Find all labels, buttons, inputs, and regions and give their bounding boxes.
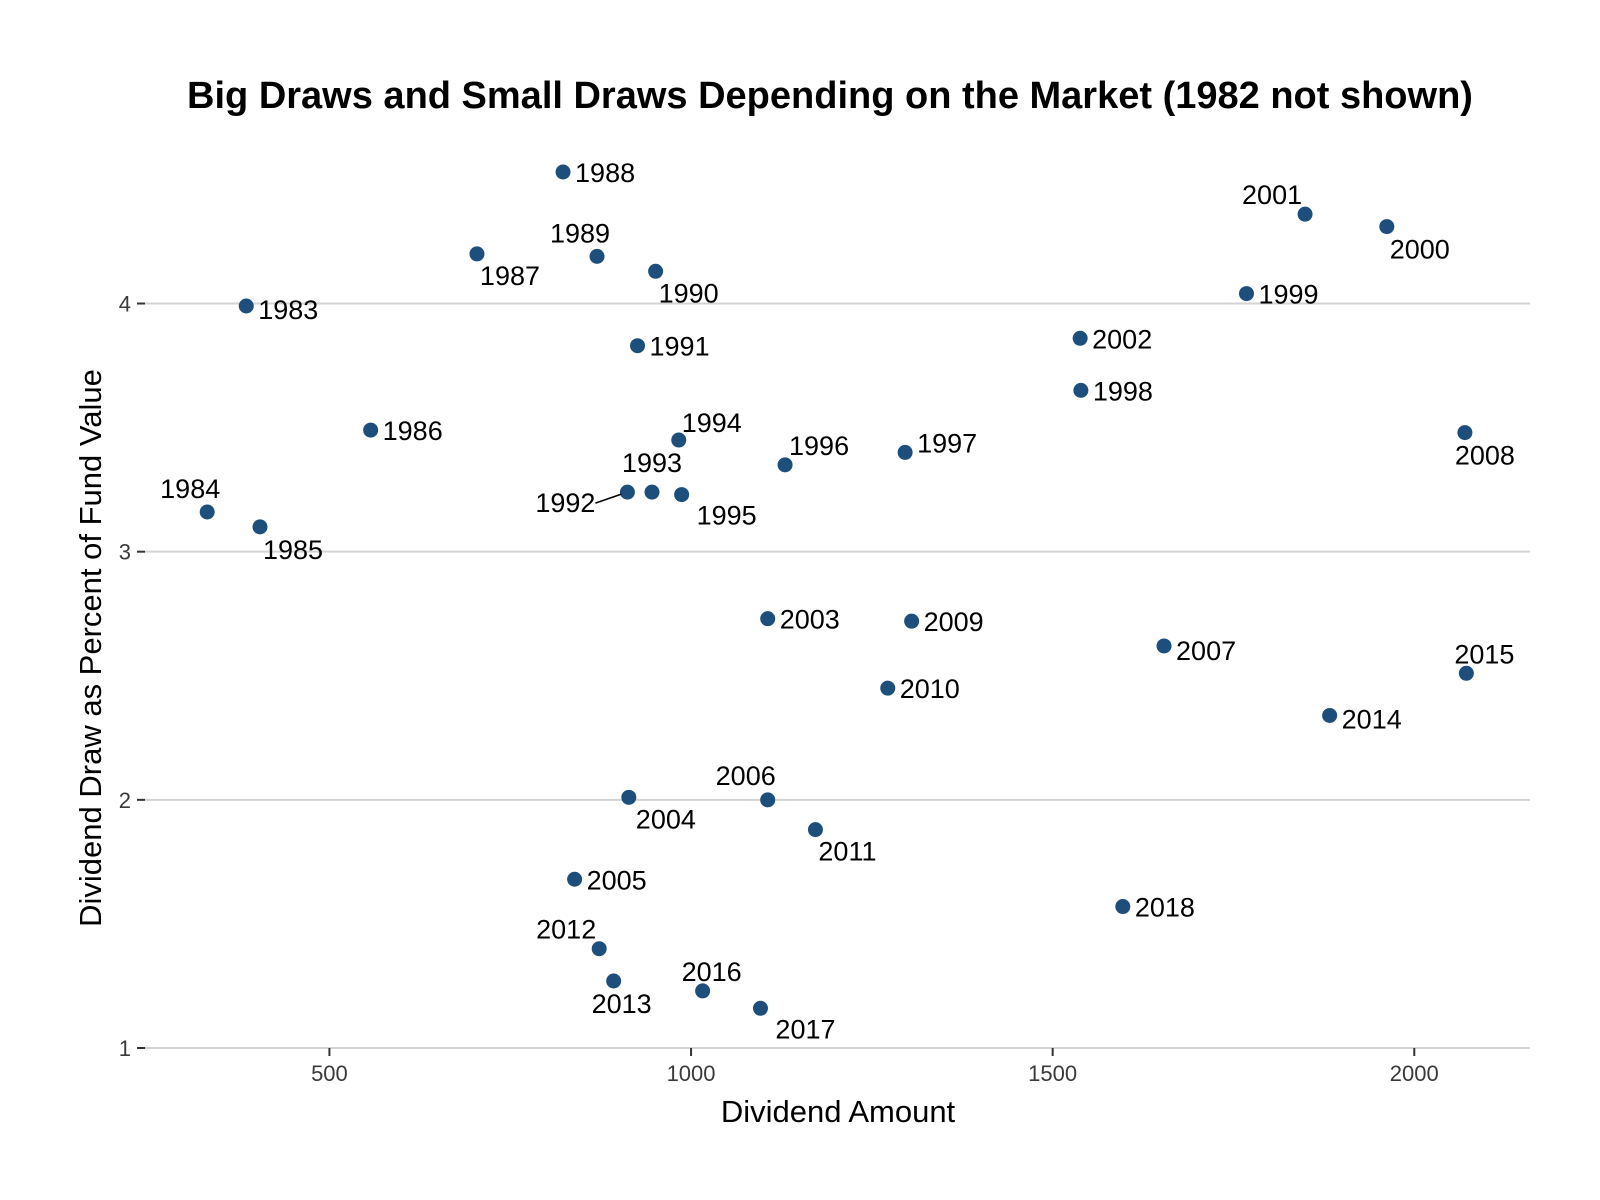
data-point: [199, 504, 215, 520]
data-point: [567, 871, 583, 887]
data-point: [238, 298, 254, 314]
data-point: [619, 484, 635, 500]
point-label: 2005: [587, 865, 647, 895]
data-point: [648, 263, 664, 279]
x-tick-label: 500: [311, 1061, 348, 1086]
point-label: 2011: [818, 837, 876, 867]
data-point: [621, 789, 637, 805]
y-tick-label: 3: [119, 540, 131, 565]
y-axis-title: Dividend Draw as Percent of Fund Value: [73, 369, 108, 927]
points-layer: [199, 164, 1474, 1016]
data-point: [1458, 665, 1474, 681]
data-point: [1156, 638, 1172, 654]
data-point: [671, 432, 687, 448]
data-point: [760, 792, 776, 808]
point-label: 2017: [775, 1014, 835, 1044]
data-point: [897, 444, 913, 460]
point-label: 1991: [650, 332, 710, 362]
point-label: 1994: [682, 408, 742, 438]
data-point: [695, 983, 711, 999]
data-point: [589, 248, 605, 264]
data-point: [591, 941, 607, 957]
point-label: 1984: [160, 474, 220, 504]
point-label: 1996: [789, 431, 849, 461]
data-point: [1379, 219, 1395, 235]
point-label: 2007: [1176, 636, 1236, 666]
data-point: [760, 611, 776, 627]
point-label: 2008: [1455, 441, 1515, 471]
point-label: 2000: [1390, 235, 1450, 265]
data-point: [606, 973, 622, 989]
point-label: 2014: [1342, 704, 1402, 734]
point-label: 1989: [550, 218, 610, 248]
point-label: 1985: [263, 535, 323, 565]
grid-layer: [145, 302, 1530, 1049]
point-label: 1997: [917, 428, 977, 458]
y-tick-label: 1: [119, 1036, 131, 1061]
point-label: 2015: [1454, 639, 1514, 669]
data-point: [644, 484, 660, 500]
point-label: 1986: [383, 416, 443, 446]
point-label: 1987: [480, 261, 540, 291]
point-label: 1995: [697, 501, 757, 531]
data-point: [1457, 425, 1473, 441]
data-point: [252, 519, 268, 535]
point-label: 1992: [535, 488, 595, 518]
data-point: [880, 680, 896, 696]
data-point: [777, 457, 793, 473]
y-tick-label: 2: [119, 788, 131, 813]
point-label: 1998: [1093, 376, 1153, 406]
point-label: 2006: [716, 761, 776, 791]
point-label: 2010: [900, 674, 960, 704]
point-label: 1983: [258, 295, 318, 325]
x-tick-label: 1000: [667, 1061, 716, 1086]
point-label: 1990: [659, 278, 719, 308]
data-point: [1322, 707, 1338, 723]
x-axis-title: Dividend Amount: [721, 1094, 956, 1129]
point-label: 2009: [924, 607, 984, 637]
data-point: [1238, 286, 1254, 302]
data-point: [1073, 382, 1089, 398]
data-point: [363, 422, 379, 438]
data-point: [1297, 206, 1313, 222]
data-point: [674, 487, 690, 503]
data-point: [752, 1000, 768, 1016]
point-label: 1993: [622, 448, 682, 478]
point-label: 2013: [592, 989, 652, 1019]
data-point: [469, 246, 485, 262]
point-label: 2018: [1135, 893, 1195, 923]
data-point: [1072, 330, 1088, 346]
point-label: 2003: [780, 605, 840, 635]
labels-layer: 1983 1984 1985 1986 1987 1988 1989 1990 1991 1992…: [160, 158, 1515, 1044]
chart-title: Big Draws and Small Draws Depending on t…: [187, 75, 1473, 117]
point-label: 2004: [636, 804, 696, 834]
data-point: [555, 164, 571, 180]
x-tick-label: 2000: [1390, 1061, 1439, 1086]
x-tick-label: 1500: [1028, 1061, 1077, 1086]
axes-layer: 1 2 3 4 500 1000 1500 2000: [119, 292, 1439, 1086]
point-label: 2002: [1092, 324, 1152, 354]
data-point: [807, 822, 823, 838]
label-leader-line: [595, 493, 622, 504]
point-label: 1999: [1258, 280, 1318, 310]
point-label: 2001: [1242, 180, 1302, 210]
data-point: [1115, 899, 1131, 915]
data-point: [904, 613, 920, 629]
y-tick-label: 4: [119, 292, 131, 317]
point-label: 2012: [536, 915, 596, 945]
data-point: [630, 338, 646, 354]
point-label: 2016: [682, 957, 742, 987]
point-label: 1988: [575, 158, 635, 188]
